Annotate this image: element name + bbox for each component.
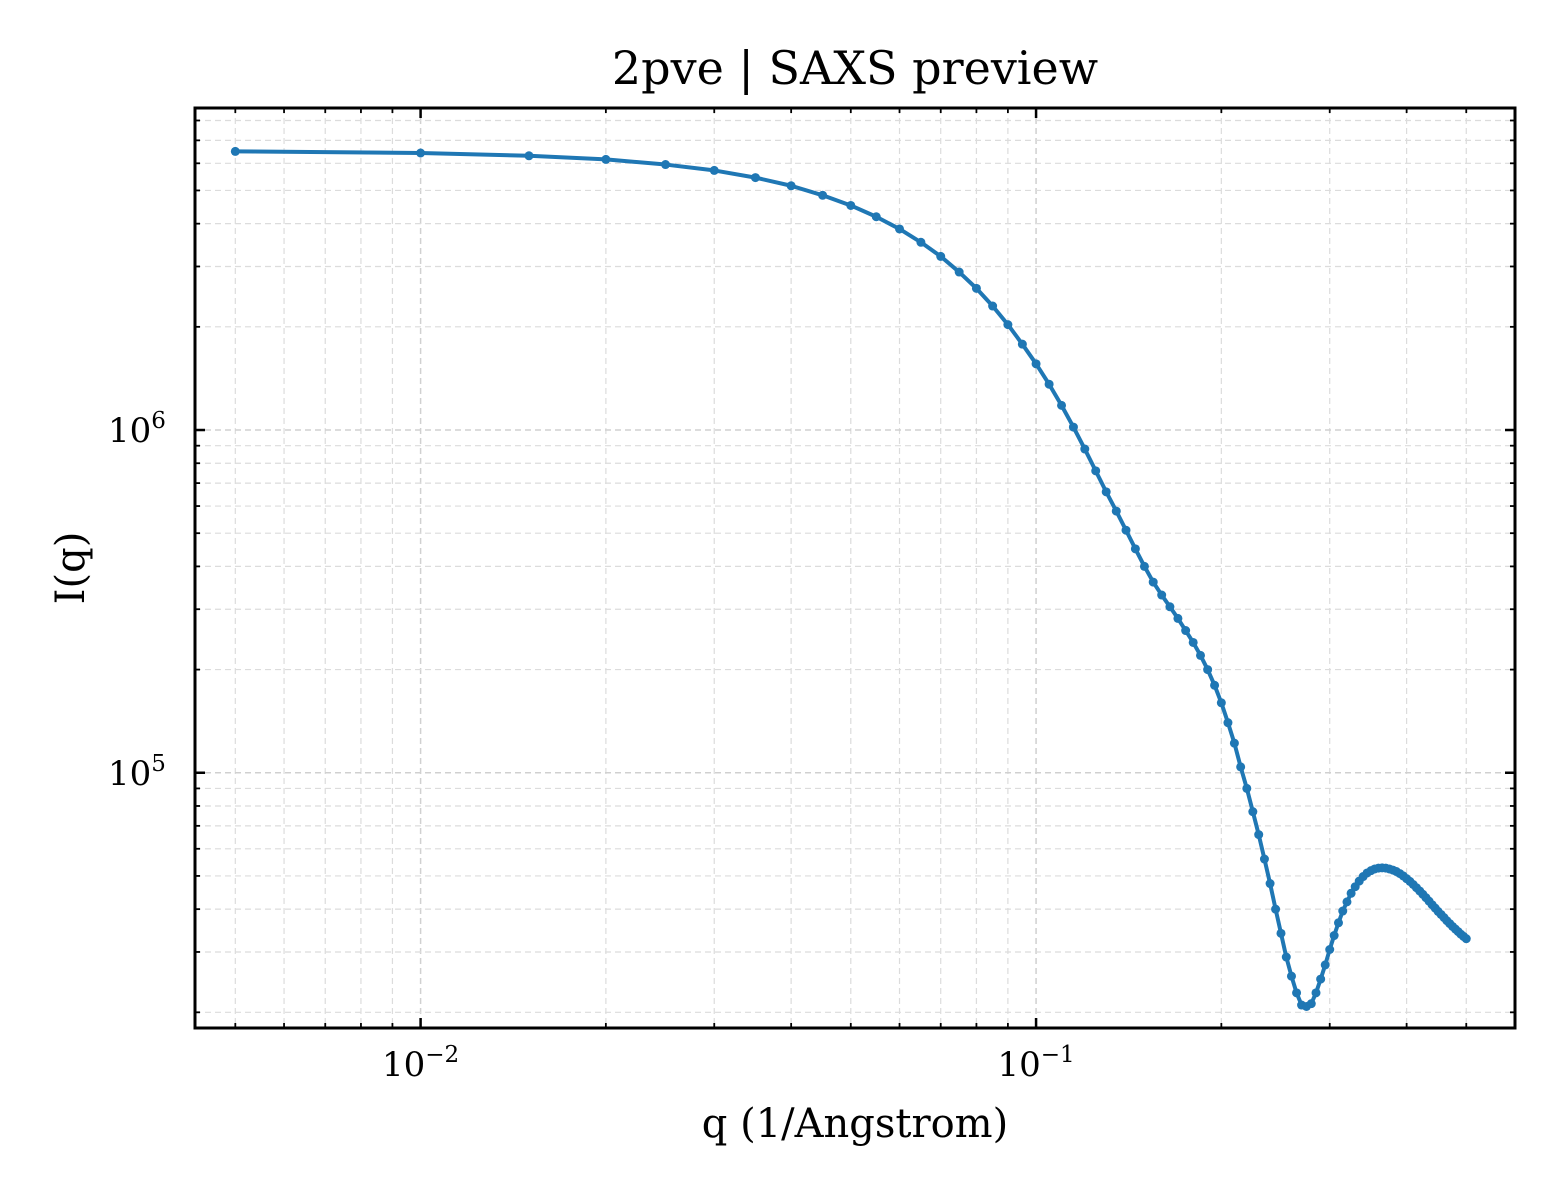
data-point <box>1165 602 1175 612</box>
data-point <box>1461 934 1471 944</box>
data-point <box>895 224 905 234</box>
series-group <box>230 146 1471 1011</box>
data-point <box>750 173 760 183</box>
data-point <box>1281 952 1291 962</box>
data-point <box>1329 931 1339 941</box>
x-tick-label: 10−2 <box>382 1042 459 1085</box>
y-tick-label: 106 <box>108 408 166 451</box>
data-point <box>1333 918 1343 928</box>
data-point <box>1203 665 1213 675</box>
data-point <box>1210 680 1220 690</box>
data-point <box>1148 577 1158 587</box>
data-point <box>1286 971 1296 981</box>
data-point <box>1236 762 1246 772</box>
data-point <box>988 301 998 311</box>
y-tick-label: 105 <box>108 751 166 794</box>
data-point <box>871 212 881 222</box>
data-point <box>1259 854 1269 864</box>
data-point <box>1017 339 1027 349</box>
data-point <box>1320 960 1330 970</box>
data-point <box>1101 487 1111 497</box>
data-point <box>1223 718 1233 728</box>
x-tick-label: 10−1 <box>997 1042 1074 1085</box>
data-point <box>1248 807 1258 817</box>
data-point <box>601 154 611 164</box>
data-point <box>1242 783 1252 793</box>
y-tick-labels: 105 106 <box>108 408 166 794</box>
plot-frame <box>193 106 1517 1030</box>
chart-title: 2pve | SAXS preview <box>612 41 1098 95</box>
data-point <box>1216 698 1226 708</box>
data-point <box>1196 650 1206 660</box>
data-point <box>1342 897 1352 907</box>
data-point <box>1121 525 1131 535</box>
data-point <box>1316 974 1326 984</box>
data-point <box>916 237 926 247</box>
data-point <box>818 190 828 200</box>
data-point <box>661 160 671 170</box>
data-point <box>971 283 981 293</box>
data-point <box>1080 444 1090 454</box>
data-point <box>1338 906 1348 916</box>
data-point <box>1229 738 1239 748</box>
data-point <box>1276 928 1286 938</box>
data-point <box>1311 988 1321 998</box>
data-point <box>1265 879 1275 889</box>
data-point <box>1068 422 1078 432</box>
data-point <box>1292 988 1302 998</box>
data-point <box>416 148 426 158</box>
x-axis-label: q (1/Angstrom) <box>702 1101 1008 1147</box>
data-point <box>1271 904 1281 914</box>
data-point <box>1325 945 1335 955</box>
grid-lines <box>195 108 1516 1028</box>
data-point <box>1173 613 1183 623</box>
data-point <box>1346 888 1356 898</box>
data-point <box>1157 590 1167 600</box>
data-point <box>786 181 796 191</box>
data-point <box>1003 320 1013 330</box>
data-point <box>524 151 534 161</box>
data-point <box>936 251 946 261</box>
x-tick-labels: 10−2 10−1 <box>382 1042 1075 1085</box>
data-point <box>1111 506 1121 516</box>
data-point <box>1031 359 1041 369</box>
data-point <box>1130 544 1140 554</box>
data-point <box>1057 400 1067 410</box>
data-point <box>1306 999 1316 1009</box>
data-point <box>230 146 240 156</box>
data-point <box>1181 626 1191 636</box>
data-point <box>1254 830 1264 840</box>
data-point <box>954 267 964 277</box>
data-point <box>1188 637 1198 647</box>
data-point <box>1139 561 1149 571</box>
data-point <box>1044 379 1054 389</box>
data-point <box>709 165 719 175</box>
data-point <box>846 200 856 210</box>
y-axis-label: I(q) <box>48 532 94 605</box>
data-point <box>1091 466 1101 476</box>
